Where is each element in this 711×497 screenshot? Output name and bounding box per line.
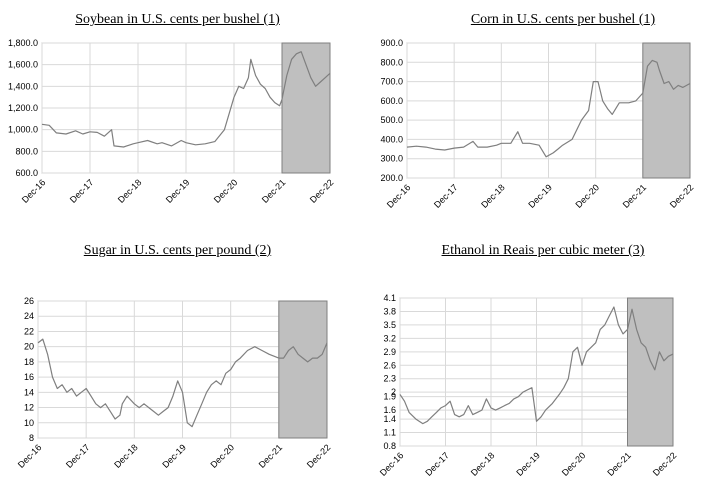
corn-x-tick-label: Dec-21 xyxy=(621,182,649,210)
sugar-y-tick-label: 24 xyxy=(24,311,34,321)
ethanol-x-tick-label: Dec-21 xyxy=(605,450,633,478)
ethanol-y-tick-label: 4.1 xyxy=(383,293,396,303)
soybean-panel: Soybean in U.S. cents per bushel (1) 600… xyxy=(0,0,355,245)
ethanol-y-tick-label: 2.6 xyxy=(383,360,396,370)
sugar-x-tick-label: Dec-17 xyxy=(64,442,92,470)
sugar-y-tick-label: 10 xyxy=(24,418,34,428)
soybean-y-tick-label: 600.0 xyxy=(15,168,38,178)
sugar-x-tick-label: Dec-18 xyxy=(112,442,140,470)
ethanol-y-tick-label: 0.8 xyxy=(383,441,396,451)
sugar-y-tick-label: 18 xyxy=(24,357,34,367)
corn-panel: Corn in U.S. cents per bushel (1) 200.0 3… xyxy=(355,0,711,245)
soybean-title: Soybean in U.S. cents per bushel (1) xyxy=(75,12,280,27)
soybean-y-tick-label: 1,800.0 xyxy=(8,38,38,48)
ethanol-y-tick-label: 1.4 xyxy=(383,414,396,424)
sugar-y-tick-label: 14 xyxy=(24,387,34,397)
ethanol-x-tick-label: Dec-20 xyxy=(560,450,588,478)
corn-shaded-period xyxy=(642,42,691,179)
ethanol-x-tick-label: Dec-18 xyxy=(469,450,497,478)
sugar-y-tick-label: 26 xyxy=(24,296,34,306)
soybean-x-tick-label: Dec-20 xyxy=(212,177,240,205)
corn-y-tick-label: 200.0 xyxy=(380,173,403,183)
sugar-x-tick-label: Dec-22 xyxy=(305,442,333,470)
corn-x-tick-label: Dec-20 xyxy=(573,182,601,210)
ethanol-x-tick-label: Dec-22 xyxy=(651,450,679,478)
soybean-chart: 600.0 800.0 1,000.0 1,200.0 1,400.0 1,600.0 1,… xyxy=(8,38,336,205)
sugar-y-tick-label: 16 xyxy=(24,372,34,382)
soybean-x-tick-label: Dec-16 xyxy=(20,177,48,205)
sugar-y-tick-label: 12 xyxy=(24,403,34,413)
soybean-x-tick-label: Dec-22 xyxy=(308,177,336,205)
ethanol-price-line xyxy=(399,306,674,425)
corn-y-tick-label: 700.0 xyxy=(380,77,403,87)
sugar-panel: Sugar in U.S. cents per pound (2) 8 10 12 1… xyxy=(0,243,355,497)
soybean-x-tick-label: Dec-18 xyxy=(116,177,144,205)
corn-title: Corn in U.S. cents per bushel (1) xyxy=(470,12,656,27)
sugar-shaded-period xyxy=(278,300,328,439)
soybean-y-tick-label: 1,000.0 xyxy=(8,125,38,135)
ethanol-title: Ethanol in Reais per cubic meter (3) xyxy=(441,243,645,258)
sugar-x-tick-label: Dec-20 xyxy=(208,442,236,470)
corn-x-tick-label: Dec-17 xyxy=(432,182,460,210)
soybean-shaded-period xyxy=(281,42,331,174)
sugar-chart: 8 10 12 14 16 18 20 22 24 26 Dec-16 Dec-17 Dec-18 Dec… xyxy=(16,296,333,470)
corn-y-tick-label: 500.0 xyxy=(380,115,403,125)
ethanol-y-tick-label: 3.5 xyxy=(383,320,396,330)
ethanol-y-tick-label: 1.9 xyxy=(383,392,396,402)
corn-y-tick-label: 400.0 xyxy=(380,134,403,144)
corn-y-tick-label: 900.0 xyxy=(380,38,403,48)
corn-y-tick-label: 600.0 xyxy=(380,96,403,106)
sugar-y-tick-label: 8 xyxy=(29,433,34,443)
sugar-x-tick-label: Dec-16 xyxy=(16,442,44,470)
sugar-title: Sugar in U.S. cents per pound (2) xyxy=(83,243,272,258)
soybean-y-tick-label: 1,400.0 xyxy=(8,81,38,91)
corn-chart: 200.0 300.0 400.0 500.0 600.0 700.0 800.0 900.0… xyxy=(380,38,696,210)
soybean-price-line xyxy=(41,51,331,148)
ethanol-y-tick-label: 3.2 xyxy=(383,333,396,343)
soybean-x-tick-label: Dec-19 xyxy=(164,177,192,205)
soybean-y-tick-label: 1,200.0 xyxy=(8,103,38,113)
corn-x-tick-label: Dec-22 xyxy=(668,182,696,210)
ethanol-chart: 0.8 1.1 1.41.6 1.92 2.3 2.6 2.9 3.2 3.5 3.8 4.1 Dec… xyxy=(378,293,679,478)
ethanol-x-tick-label: Dec-19 xyxy=(514,450,542,478)
soybean-x-tick-label: Dec-17 xyxy=(68,177,96,205)
soybean-x-tick-label: Dec-21 xyxy=(260,177,288,205)
soybean-y-tick-label: 800.0 xyxy=(15,146,38,156)
sugar-y-tick-label: 20 xyxy=(24,342,34,352)
sugar-x-tick-label: Dec-21 xyxy=(257,442,285,470)
sugar-price-line xyxy=(37,338,328,428)
ethanol-x-tick-label: Dec-16 xyxy=(378,450,406,478)
corn-y-tick-label: 800.0 xyxy=(380,57,403,67)
ethanol-y-tick-label: 1.6 xyxy=(383,405,396,415)
corn-x-tick-label: Dec-19 xyxy=(526,182,554,210)
corn-x-tick-label: Dec-18 xyxy=(479,182,507,210)
ethanol-y-tick-label: 3.8 xyxy=(383,306,396,316)
sugar-y-tick-label: 22 xyxy=(24,326,34,336)
ethanol-y-tick-label: 2.3 xyxy=(383,374,396,384)
sugar-x-tick-label: Dec-19 xyxy=(160,442,188,470)
ethanol-x-tick-label: Dec-17 xyxy=(423,450,451,478)
ethanol-y-tick-label: 2 xyxy=(391,387,396,397)
corn-price-line xyxy=(406,59,691,158)
corn-y-tick-label: 300.0 xyxy=(380,154,403,164)
ethanol-y-tick-label: 1.1 xyxy=(383,428,396,438)
ethanol-panel: Ethanol in Reais per cubic meter (3) 0.8… xyxy=(355,243,711,497)
corn-x-tick-label: Dec-16 xyxy=(385,182,413,210)
soybean-y-tick-label: 1,600.0 xyxy=(8,60,38,70)
ethanol-y-tick-label: 2.9 xyxy=(383,347,396,357)
